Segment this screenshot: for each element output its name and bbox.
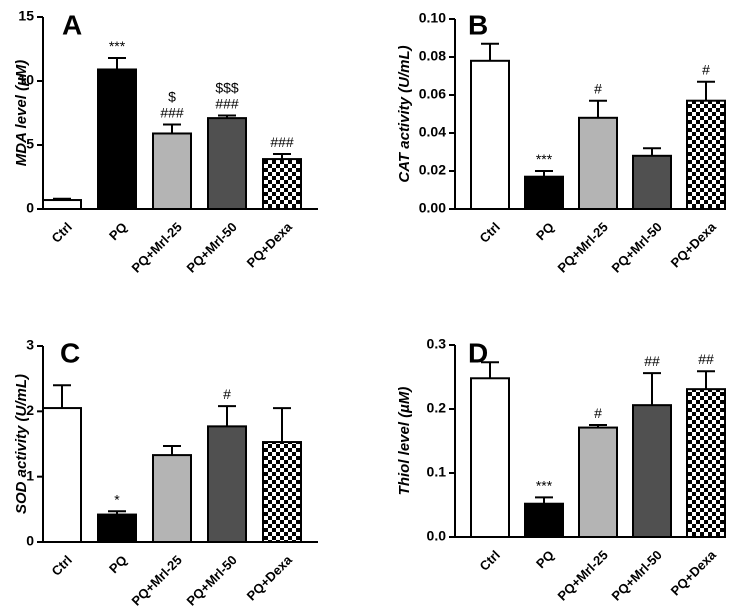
bar-pq	[524, 502, 564, 538]
bar-ctrl	[42, 199, 82, 210]
x-tick-label: PQ	[533, 219, 557, 243]
x-tick-label: PQ+Mrl-50	[609, 219, 665, 275]
y-tick-label: 3	[26, 337, 34, 353]
y-axis-label-suffix: )	[13, 60, 30, 67]
significance-mark: ***	[109, 38, 126, 54]
significance-mark: ###	[270, 134, 294, 150]
x-tick-label: Ctrl	[48, 219, 74, 245]
bar-pq-mrl-25	[578, 426, 618, 538]
panel-b: B 0.00 0.02 0.04 0.06 0.08 0.10 CAT activity (U…	[396, 9, 726, 276]
y-tick-label: 10	[18, 72, 34, 88]
y-tick-label: 0	[26, 533, 34, 549]
y-axis-label: MDA level (µM)	[13, 60, 30, 166]
y-axis-label-text: CAT activity (U/mL)	[396, 45, 413, 182]
y-tick-label: 0.08	[419, 48, 446, 64]
y-axis-label: SOD activity (U/mL)	[13, 374, 30, 514]
bar-pq-mrl-50	[632, 404, 672, 538]
x-tick-label: Ctrl	[48, 552, 74, 578]
y-axis-label-text: Thiol level (	[396, 411, 413, 496]
bar-pq-mrl-25	[152, 132, 192, 210]
bar-pq-mrl-50	[207, 117, 247, 210]
bar-pq	[524, 175, 564, 210]
significance-mark: #	[594, 81, 602, 97]
y-tick-label: 0.0	[427, 528, 447, 544]
significance-mark: #	[223, 386, 231, 402]
y-tick-label: 0.10	[419, 10, 446, 26]
y-tick-label: 0.06	[419, 86, 446, 102]
significance-mark: $$$	[215, 80, 239, 96]
bar-pq	[97, 68, 137, 211]
x-tick-label: PQ+Mrl-25	[555, 219, 611, 275]
x-tick-label: PQ	[106, 552, 130, 576]
panel-letter: A	[62, 9, 82, 40]
x-tick-label: PQ+Mrl-50	[184, 552, 240, 608]
panel-d: D 0.0 0.1 0.2 0.3 Thiol level (µM) Ctrl *** PQ # P…	[396, 336, 726, 604]
y-tick-label: 0	[26, 200, 34, 216]
x-tick-label: PQ+Dexa	[244, 219, 296, 271]
y-tick-label: 0.00	[419, 200, 446, 216]
y-tick-label: 0.04	[419, 124, 446, 140]
x-tick-label: PQ+Dexa	[244, 552, 296, 604]
y-tick-label: 2	[26, 402, 34, 418]
panel-letter: D	[468, 337, 488, 368]
y-axis-label-unit: µM	[396, 391, 413, 414]
panel-letter: C	[60, 337, 80, 368]
x-tick-label: PQ+Dexa	[668, 219, 720, 271]
significance-mark: ***	[536, 477, 553, 493]
significance-mark: $	[168, 89, 176, 105]
y-tick-label: 0.2	[427, 400, 447, 416]
panel-c: C 0 1 2 3 SOD activity (U/mL) Ctrl * PQPQ+Mrl-25…	[13, 337, 318, 609]
x-tick-label: Ctrl	[476, 219, 502, 245]
y-tick-label: 0.3	[427, 336, 447, 352]
y-tick-label: 0.1	[427, 464, 447, 480]
bar-pq-mrl-25	[152, 454, 192, 543]
x-tick-label: PQ+Dexa	[668, 547, 720, 599]
significance-mark: ##	[644, 353, 660, 369]
y-axis-label-text: SOD activity (U/mL)	[13, 374, 30, 514]
bar-pq-mrl-50	[632, 154, 672, 211]
y-tick-label: 0.02	[419, 162, 446, 178]
x-tick-label: PQ+Mrl-25	[129, 552, 185, 608]
panel-letter: B	[468, 9, 488, 40]
bar-pq	[97, 513, 137, 543]
x-tick-label: PQ	[106, 219, 130, 243]
bar-pq-dexa	[686, 99, 726, 210]
y-axis-label: Thiol level (µM)	[396, 387, 413, 496]
significance-mark: #	[702, 62, 710, 78]
significance-mark: ##	[698, 351, 714, 367]
bar-ctrl	[470, 59, 510, 210]
y-axis-label-text: MDA level (	[13, 84, 30, 166]
y-axis-label-unit: µM	[13, 64, 30, 87]
x-tick-label: PQ+Mrl-25	[555, 547, 611, 603]
y-tick-label: 1	[26, 467, 34, 483]
x-tick-label: PQ+Mrl-25	[129, 219, 185, 275]
bar-pq-dexa	[686, 388, 726, 538]
y-axis-label-suffix: )	[396, 387, 413, 394]
significance-mark: ###	[215, 96, 239, 112]
bar-ctrl	[470, 377, 510, 538]
bar-ctrl	[42, 407, 82, 544]
y-tick-label: 15	[18, 8, 34, 24]
y-tick-label: 5	[26, 136, 34, 152]
bar-pq-mrl-25	[578, 116, 618, 210]
y-axis-label: CAT activity (U/mL)	[396, 45, 413, 182]
significance-mark: #	[594, 405, 602, 421]
significance-mark: *	[114, 491, 120, 507]
x-tick-label: PQ+Mrl-50	[609, 547, 665, 603]
x-tick-label: Ctrl	[476, 547, 502, 573]
bar-pq-dexa	[262, 158, 302, 210]
bar-pq-dexa	[262, 441, 302, 544]
bar-pq-mrl-50	[207, 425, 247, 543]
x-tick-label: PQ	[533, 547, 557, 571]
significance-mark: ###	[160, 105, 184, 121]
x-tick-label: PQ+Mrl-50	[184, 219, 240, 275]
significance-mark: ***	[536, 151, 553, 167]
